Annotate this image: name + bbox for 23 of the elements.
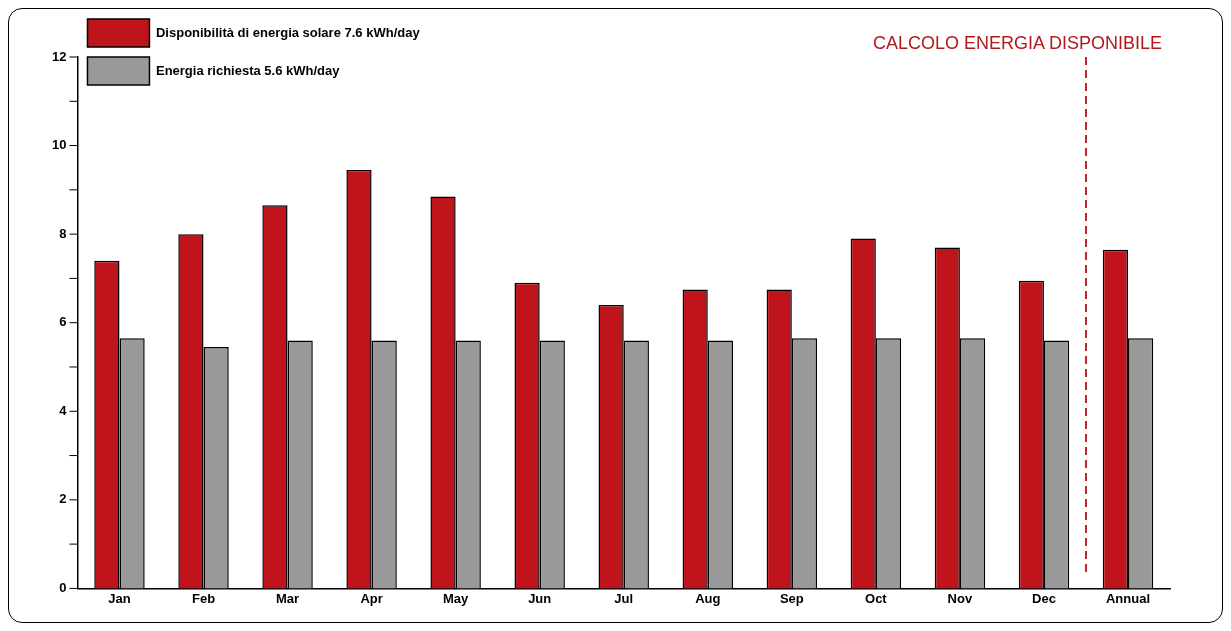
x-tick-label: Apr: [360, 590, 383, 606]
x-tick-label: Feb: [191, 590, 216, 606]
y-tick-label: 10: [51, 137, 67, 153]
x-tick-label: Aug: [695, 590, 721, 606]
x-tick-label: Sep: [779, 590, 804, 606]
x-tick-label: Jan: [108, 590, 131, 606]
x-tick-label: Oct: [865, 590, 888, 606]
x-tick-label: Nov: [947, 590, 973, 606]
chart-title: CALCOLO ENERGIA DISPONIBILE: [872, 33, 1162, 54]
legend-label: Disponibilità di energia solare 7.6 kWh/day: [155, 24, 421, 40]
y-tick-label: 12: [51, 48, 67, 64]
y-tick-label: 4: [59, 402, 68, 418]
x-tick-label: Annual: [1105, 590, 1151, 606]
x-tick-label: Jul: [614, 590, 634, 606]
y-tick-label: 2: [59, 491, 67, 507]
legend-label: Energia richiesta 5.6 kWh/day: [155, 62, 341, 78]
x-tick-label: Mar: [276, 590, 300, 606]
x-tick-label: Jun: [528, 590, 552, 606]
x-tick-label: Dec: [1032, 590, 1056, 606]
x-tick-label: May: [443, 590, 470, 606]
y-tick-label: 8: [59, 225, 67, 241]
y-tick-label: 6: [59, 314, 67, 330]
y-tick-label: 0: [59, 579, 67, 595]
